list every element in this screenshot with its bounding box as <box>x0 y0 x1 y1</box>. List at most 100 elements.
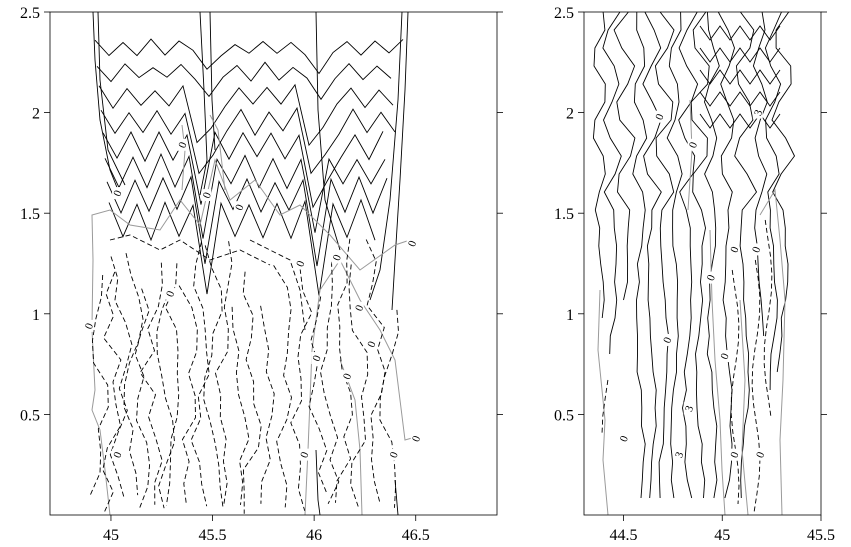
contour-label-bg <box>112 187 123 200</box>
contour-line <box>98 83 394 147</box>
negative-contour-line <box>134 288 151 509</box>
contour-label-bg <box>673 448 684 461</box>
contour-label-bg <box>683 402 694 415</box>
contour-label-bg <box>83 319 94 332</box>
contour-label-bg <box>661 333 672 346</box>
contour-label: 0 <box>294 259 307 269</box>
contour-label: 3 <box>683 404 696 414</box>
zero-contour-line <box>597 289 609 515</box>
contour-label-bg <box>729 243 740 256</box>
contour-label-bg <box>353 301 364 314</box>
negative-contour-line <box>156 288 175 509</box>
contour-line <box>104 152 386 239</box>
contour-line <box>764 12 782 391</box>
negative-contour-line <box>109 256 133 499</box>
negative-contour-line <box>203 245 224 510</box>
y-tick-label: 1 <box>32 307 40 324</box>
contour-line <box>394 479 399 515</box>
contour-line <box>100 106 396 175</box>
negative-contour-line <box>763 219 773 419</box>
contour-label-bg <box>410 432 421 445</box>
contour-label: 0 <box>111 188 124 198</box>
negative-contour-line <box>249 239 306 331</box>
contour-line <box>717 12 735 499</box>
x-tick-label: 45 <box>714 527 730 544</box>
negative-contour-line <box>290 268 313 511</box>
contour-label: 3 <box>752 108 765 118</box>
contour-label: 0 <box>111 450 124 460</box>
contour-line <box>92 12 121 196</box>
contour-label: 0 <box>164 289 177 299</box>
negative-contour-line <box>365 239 386 504</box>
x-tick-label: 45.5 <box>807 527 835 544</box>
contour-label: 0 <box>406 239 419 249</box>
contour-line <box>666 12 683 499</box>
contour-line <box>771 12 796 373</box>
contour-label: 0 <box>331 253 344 263</box>
contour-label: 0 <box>365 339 378 349</box>
contour-label-bg <box>341 370 352 383</box>
contour-line <box>704 12 720 499</box>
contour-line <box>699 91 781 107</box>
contour-line <box>315 449 321 515</box>
zero-contour-line <box>181 124 186 191</box>
contour-label-bg <box>298 448 309 461</box>
x-tick-label: 44.5 <box>610 527 638 544</box>
zero-contour-line <box>304 259 413 515</box>
contour-line <box>602 12 622 355</box>
contour-line <box>391 12 409 311</box>
axes-frame <box>583 11 822 516</box>
contour-label-bg <box>719 350 730 363</box>
contour-label: 0 <box>687 140 700 150</box>
contour-label: 0 <box>176 140 189 150</box>
y-tick-label: 2.5 <box>20 5 40 22</box>
x-tick-label: 45 <box>103 527 119 544</box>
contour-label: 0 <box>83 321 96 331</box>
negative-contour-line <box>320 261 340 504</box>
contour-label-bg <box>233 201 244 214</box>
contour-line <box>654 12 675 499</box>
zero-contour-line <box>91 158 411 326</box>
contour-line <box>678 12 699 499</box>
contour-label-bg <box>177 138 188 151</box>
contour-line <box>97 12 126 186</box>
contour-line <box>96 61 392 101</box>
contour-label-bg <box>164 287 175 300</box>
contour-label-bg <box>406 237 417 250</box>
contour-label-bg <box>754 448 765 461</box>
negative-contour-line <box>601 379 609 435</box>
y-tick-label: 2 <box>32 106 40 123</box>
contour-line <box>315 12 341 251</box>
negative-contour-line <box>730 269 740 505</box>
contour-label: 0 <box>719 351 732 361</box>
contour-label: 0 <box>728 245 741 255</box>
contour-label-bg <box>687 138 698 151</box>
contour-label-bg <box>729 448 740 461</box>
contour-label: 0 <box>388 450 401 460</box>
negative-contour-line <box>164 263 180 506</box>
negative-contour-line <box>273 265 292 508</box>
negative-contour-line <box>242 271 262 514</box>
y-tick-label: 1.5 <box>20 206 40 223</box>
contour-line <box>734 12 758 499</box>
y-tick-label: 1.5 <box>554 206 574 223</box>
contour-line <box>699 69 781 85</box>
negative-contour-line <box>123 253 144 496</box>
negative-contour-line <box>231 306 250 505</box>
contour-label-bg <box>201 189 212 202</box>
contour-label: 0 <box>661 335 674 345</box>
negative-contour-line <box>89 274 109 496</box>
negative-contour-line <box>178 285 198 506</box>
negative-contour-line <box>260 305 275 504</box>
x-tick-label: 45.5 <box>199 527 227 544</box>
contour-label: 0 <box>750 245 763 255</box>
contour-label: 3 <box>673 450 686 460</box>
contour-label: 0 <box>618 434 631 444</box>
contour-label: 0 <box>410 434 423 444</box>
contour-line <box>699 113 781 129</box>
negative-contour-line <box>102 271 122 515</box>
zero-contour-line <box>339 359 363 515</box>
contour-label-bg <box>294 257 305 270</box>
contour-line <box>209 12 216 151</box>
